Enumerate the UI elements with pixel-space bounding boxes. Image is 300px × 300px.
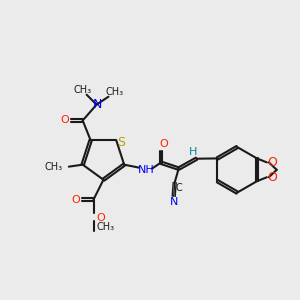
Text: CH₃: CH₃: [97, 222, 115, 232]
Text: C: C: [175, 183, 182, 194]
Text: S: S: [117, 136, 125, 149]
Text: O: O: [97, 213, 105, 224]
Text: CH₃: CH₃: [74, 85, 92, 95]
Text: O: O: [159, 139, 168, 149]
Text: O: O: [267, 156, 277, 169]
Text: O: O: [71, 194, 80, 205]
Text: NH: NH: [138, 165, 154, 175]
Text: N: N: [93, 98, 102, 111]
Text: O: O: [267, 171, 277, 184]
Text: N: N: [169, 197, 178, 207]
Text: CH₃: CH₃: [105, 87, 124, 97]
Text: O: O: [61, 116, 69, 125]
Text: CH₃: CH₃: [45, 162, 63, 172]
Text: H: H: [189, 147, 198, 157]
